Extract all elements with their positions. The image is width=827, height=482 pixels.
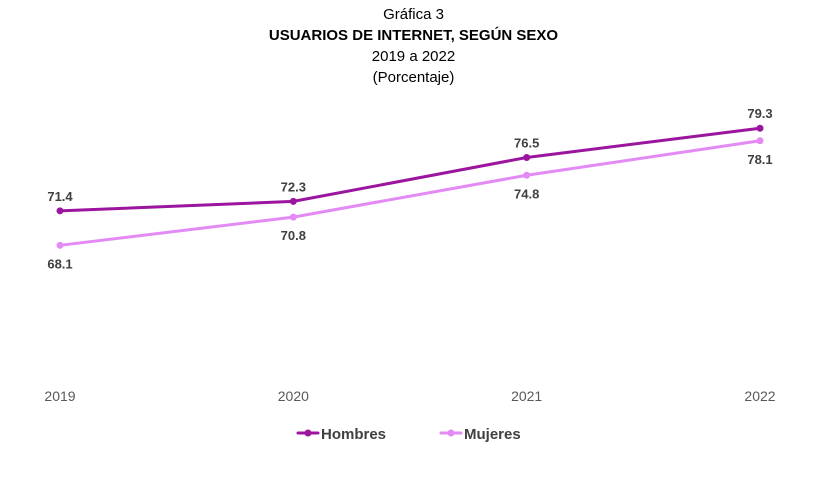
data-label-hombres-2021: 76.5: [514, 136, 539, 151]
x-tick-label-2019: 2019: [44, 388, 75, 404]
data-point-hombres-2020: [289, 197, 297, 205]
series-line-hombres: [58, 126, 762, 213]
data-label-mujeres-2022: 78.1: [747, 152, 772, 167]
data-point-mujeres-2022: [756, 137, 764, 145]
data-point-hombres-2022: [756, 124, 764, 132]
data-point-mujeres-2020: [289, 213, 297, 221]
data-point-hombres-2019: [56, 207, 64, 215]
chart-unit: (Porcentaje): [372, 69, 455, 86]
legend-marker-mujeres: [447, 429, 455, 437]
figure-label: Gráfica 3: [383, 6, 444, 23]
data-point-mujeres-2019: [56, 241, 64, 249]
data-label-mujeres-2020: 70.8: [281, 228, 306, 243]
data-label-mujeres-2021: 74.8: [514, 186, 539, 201]
x-tick-label-2020: 2020: [278, 388, 309, 404]
data-label-hombres-2020: 72.3: [281, 179, 306, 194]
x-tick-label-2022: 2022: [744, 388, 775, 404]
data-label-hombres-2022: 79.3: [747, 106, 772, 121]
series-line-mujeres: [58, 139, 762, 247]
chart-titles: Gráfica 3 USUARIOS DE INTERNET, SEGÚN SE…: [0, 4, 827, 88]
chart-title: USUARIOS DE INTERNET, SEGÚN SEXO: [268, 27, 559, 44]
x-tick-label-2021: 2021: [511, 388, 542, 404]
legend-label-hombres: Hombres: [321, 426, 386, 443]
chart-period: 2019 a 2022: [371, 48, 456, 65]
legend-marker-hombres: [304, 429, 312, 437]
data-label-hombres-2019: 71.4: [47, 189, 73, 204]
data-point-hombres-2021: [523, 154, 531, 161]
data-label-mujeres-2019: 68.1: [47, 256, 72, 271]
legend-label-mujeres: Mujeres: [464, 426, 521, 443]
data-point-mujeres-2021: [523, 171, 531, 179]
